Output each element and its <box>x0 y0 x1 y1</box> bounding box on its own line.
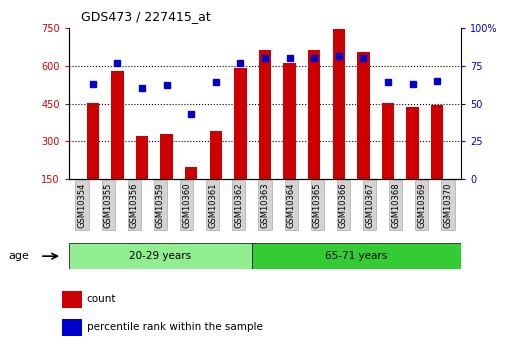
Text: GSM10370: GSM10370 <box>444 182 453 228</box>
Bar <box>333 29 345 179</box>
Text: GSM10364: GSM10364 <box>287 182 296 228</box>
Text: GSM10360: GSM10360 <box>182 182 191 228</box>
Bar <box>69 243 252 269</box>
Bar <box>62 291 82 307</box>
Text: GSM10359: GSM10359 <box>156 182 165 228</box>
Bar <box>431 105 443 179</box>
Bar <box>62 319 82 336</box>
Bar <box>136 136 148 179</box>
Text: 65-71 years: 65-71 years <box>325 251 387 261</box>
Text: GSM10365: GSM10365 <box>313 182 322 228</box>
Bar <box>111 71 123 179</box>
Bar <box>382 104 394 179</box>
Text: GSM10362: GSM10362 <box>234 182 243 228</box>
Text: count: count <box>87 294 116 304</box>
Text: GSM10366: GSM10366 <box>339 182 348 228</box>
Bar <box>259 50 271 179</box>
Bar <box>308 50 320 179</box>
Text: GSM10368: GSM10368 <box>391 182 400 228</box>
Bar <box>161 134 173 179</box>
Bar <box>210 131 222 179</box>
Bar <box>284 63 296 179</box>
Bar <box>234 68 246 179</box>
Text: GSM10363: GSM10363 <box>261 182 269 228</box>
Text: 20-29 years: 20-29 years <box>129 251 191 261</box>
Bar <box>87 104 99 179</box>
Text: GSM10369: GSM10369 <box>418 182 426 228</box>
Bar <box>407 107 419 179</box>
Text: GSM10356: GSM10356 <box>130 182 139 228</box>
Text: GSM10361: GSM10361 <box>208 182 217 228</box>
Bar <box>252 243 461 269</box>
Bar <box>357 52 369 179</box>
Text: percentile rank within the sample: percentile rank within the sample <box>87 323 263 333</box>
Bar <box>185 167 197 179</box>
Text: GSM10367: GSM10367 <box>365 182 374 228</box>
Text: GSM10355: GSM10355 <box>104 182 112 228</box>
Text: GDS473 / 227415_at: GDS473 / 227415_at <box>81 10 210 22</box>
Text: GSM10354: GSM10354 <box>77 182 86 228</box>
Text: age: age <box>9 251 30 261</box>
